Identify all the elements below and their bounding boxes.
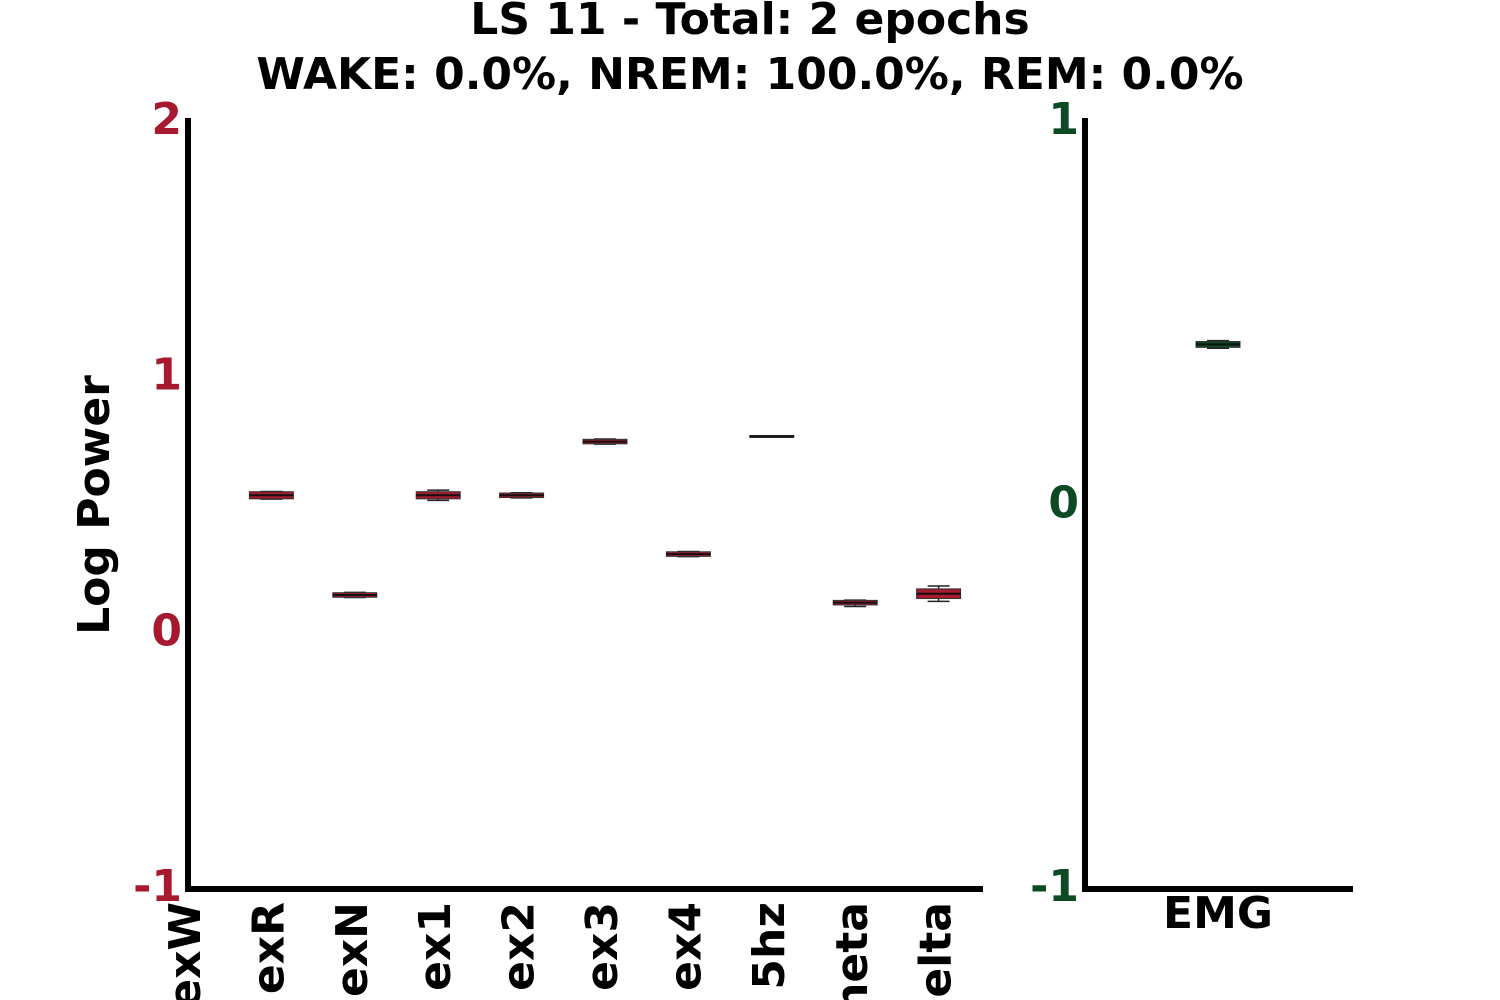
x-tick-label: ex3 xyxy=(577,902,628,991)
title-line: WAKE: 0.0%, NREM: 100.0%, REM: 0.0% xyxy=(256,49,1243,100)
x-tick-label: elta xyxy=(911,902,962,998)
y-axis-label: Log Power xyxy=(69,375,120,635)
x-tick-label: ex2 xyxy=(494,902,545,991)
y-tick-label: 2 xyxy=(151,94,182,145)
y-tick-label: -1 xyxy=(1030,861,1079,912)
x-tick-label: 5hz xyxy=(744,902,795,990)
y-tick-label: 1 xyxy=(151,350,182,401)
x-tick-label: ex4 xyxy=(660,902,711,991)
x-tick-label: exW xyxy=(160,902,211,1000)
y-tick-label: 1 xyxy=(1048,94,1079,145)
x-tick-label: exR xyxy=(243,902,294,994)
x-tick-label: EMG xyxy=(1163,888,1273,939)
title-line: LS 11 - Total: 2 epochs xyxy=(470,0,1029,45)
x-tick-label: ex1 xyxy=(410,902,461,991)
x-tick-label: neta xyxy=(827,902,878,1000)
y-tick-label: 0 xyxy=(151,605,182,656)
y-tick-label: -1 xyxy=(133,861,182,912)
y-tick-label: 0 xyxy=(1048,478,1079,529)
x-tick-label: exN xyxy=(327,902,378,997)
